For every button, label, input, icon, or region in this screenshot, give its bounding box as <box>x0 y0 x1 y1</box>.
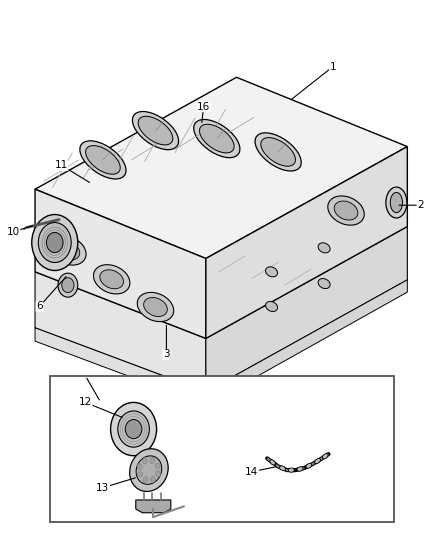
Ellipse shape <box>318 279 330 288</box>
Ellipse shape <box>314 458 321 464</box>
Polygon shape <box>35 328 206 405</box>
Polygon shape <box>206 280 407 405</box>
Ellipse shape <box>137 293 174 321</box>
Ellipse shape <box>155 463 160 469</box>
Ellipse shape <box>143 458 147 464</box>
Ellipse shape <box>138 116 173 145</box>
Ellipse shape <box>334 201 358 220</box>
Polygon shape <box>136 500 171 513</box>
Ellipse shape <box>306 463 312 469</box>
Text: 2: 2 <box>417 200 424 210</box>
Ellipse shape <box>39 223 71 263</box>
Ellipse shape <box>136 456 162 484</box>
Ellipse shape <box>151 476 155 482</box>
Ellipse shape <box>150 458 155 464</box>
Ellipse shape <box>255 133 301 171</box>
Ellipse shape <box>265 302 278 311</box>
Text: 6: 6 <box>36 302 43 311</box>
Polygon shape <box>206 227 407 392</box>
Ellipse shape <box>58 273 78 297</box>
Ellipse shape <box>100 270 124 289</box>
Ellipse shape <box>288 468 294 472</box>
Bar <box>50 376 394 522</box>
Ellipse shape <box>297 467 303 471</box>
Ellipse shape <box>56 241 80 260</box>
Ellipse shape <box>110 402 157 456</box>
Ellipse shape <box>93 265 130 294</box>
Text: 12: 12 <box>79 398 92 407</box>
Polygon shape <box>35 189 206 338</box>
Ellipse shape <box>270 460 276 465</box>
Text: 11: 11 <box>55 160 68 170</box>
Polygon shape <box>35 272 206 392</box>
Ellipse shape <box>144 297 167 317</box>
Text: 3: 3 <box>163 350 170 359</box>
Ellipse shape <box>328 196 364 225</box>
Ellipse shape <box>318 243 330 253</box>
Ellipse shape <box>46 232 63 253</box>
Polygon shape <box>35 77 407 259</box>
Ellipse shape <box>32 214 78 271</box>
Text: 10: 10 <box>7 227 20 237</box>
Ellipse shape <box>199 124 234 153</box>
Ellipse shape <box>194 119 240 158</box>
Ellipse shape <box>130 449 168 491</box>
Ellipse shape <box>279 466 286 471</box>
Text: 1: 1 <box>329 62 336 71</box>
Ellipse shape <box>85 146 120 174</box>
Ellipse shape <box>138 464 142 470</box>
Ellipse shape <box>390 192 403 213</box>
Text: 13: 13 <box>96 483 110 492</box>
Ellipse shape <box>49 236 86 265</box>
Ellipse shape <box>261 138 296 166</box>
Ellipse shape <box>386 187 407 218</box>
Ellipse shape <box>143 477 148 482</box>
Ellipse shape <box>125 419 142 439</box>
Ellipse shape <box>80 141 126 179</box>
Ellipse shape <box>322 454 328 459</box>
Text: 14: 14 <box>245 467 258 477</box>
Polygon shape <box>206 147 407 338</box>
Ellipse shape <box>155 471 160 477</box>
Text: 16: 16 <box>197 102 210 111</box>
Ellipse shape <box>265 267 278 277</box>
Ellipse shape <box>62 278 74 293</box>
Ellipse shape <box>138 472 143 477</box>
Ellipse shape <box>118 411 149 447</box>
Ellipse shape <box>132 111 179 150</box>
